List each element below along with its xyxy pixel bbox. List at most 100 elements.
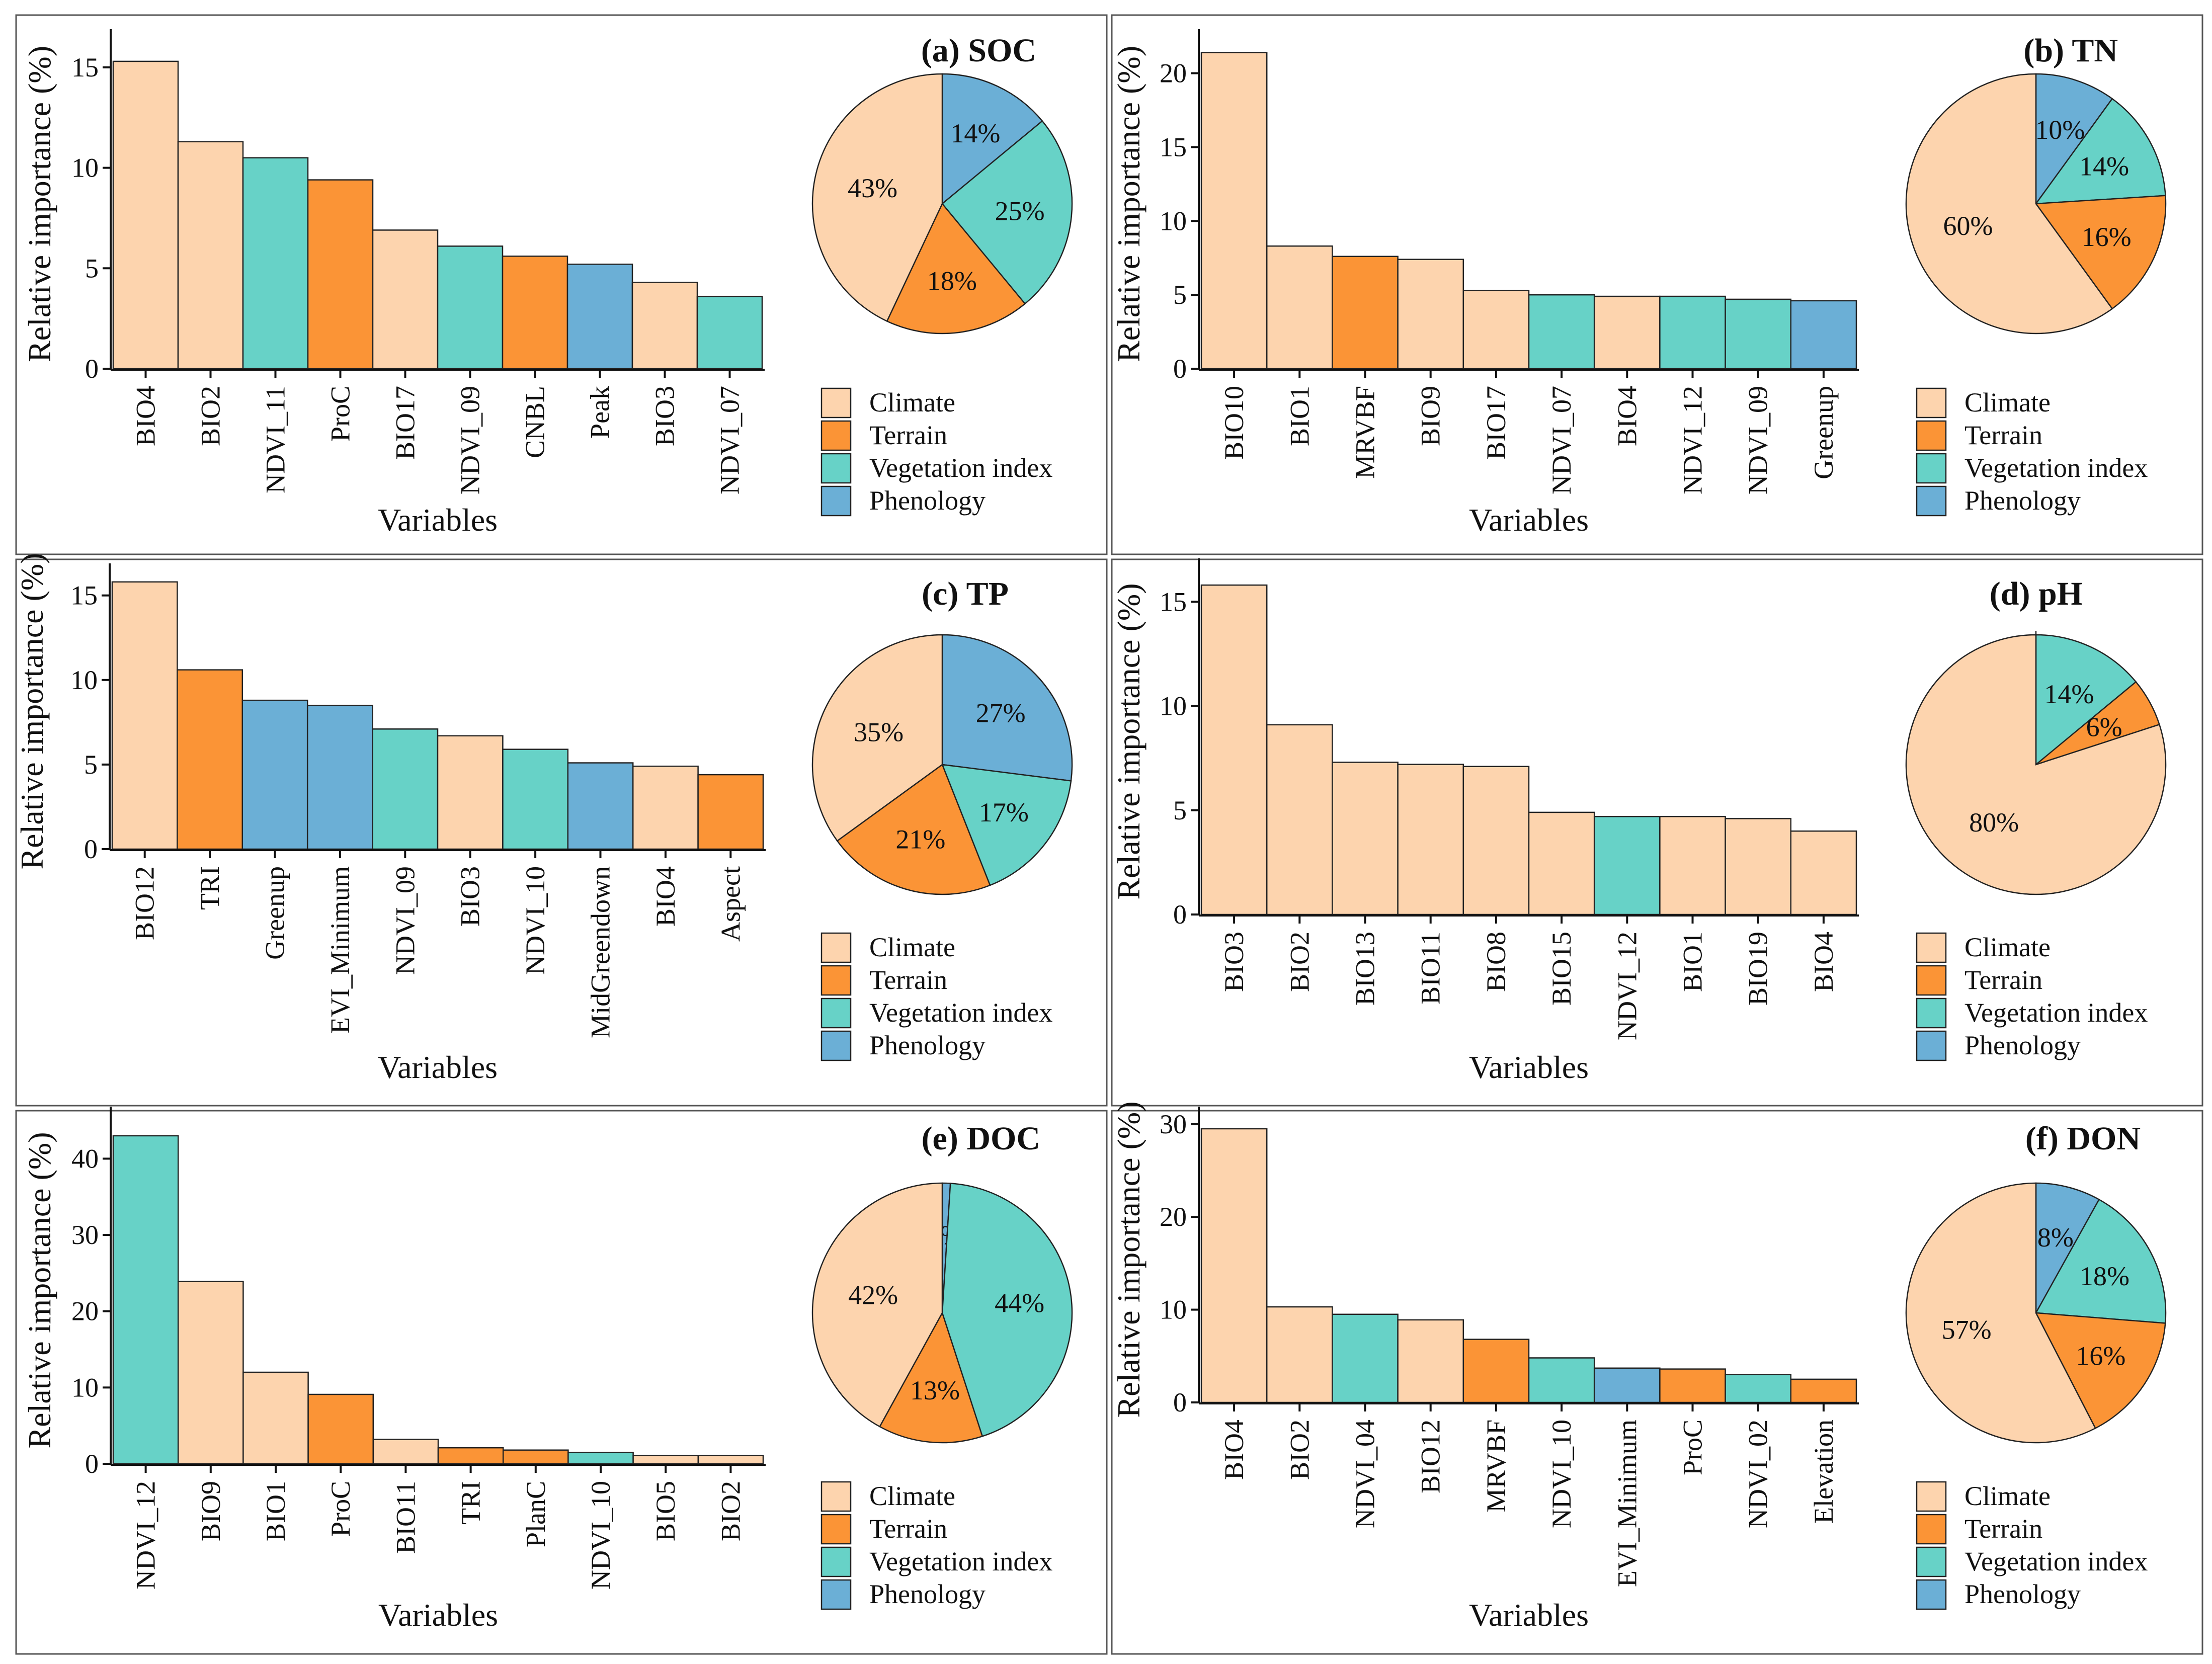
legend-label: Vegetation index (1964, 453, 2148, 483)
bar-ndvi-10 (567, 1452, 634, 1465)
panel-title: (c) TP (922, 575, 1009, 612)
legend-label: Climate (1964, 1481, 2051, 1511)
x-axis-title: Variables (1469, 502, 1589, 538)
pie-value-label: 21% (895, 824, 945, 855)
legend-label: Climate (869, 932, 955, 962)
x-tick-label: BIO12 (130, 866, 160, 940)
x-tick-label: BIO4 (1612, 386, 1642, 446)
pie-value-label: 16% (2082, 222, 2132, 252)
bar-bio10 (1200, 52, 1268, 370)
pie-value-label: 80% (1969, 807, 2019, 838)
pie-slice-phenology (941, 634, 1073, 782)
legend-label: Terrain (869, 1514, 947, 1544)
bar-bio12 (111, 581, 178, 850)
y-tick-label: 40 (71, 1143, 99, 1174)
bar-bio11 (372, 1439, 439, 1465)
y-tick-label: 0 (1173, 354, 1187, 384)
x-axis-title: Variables (378, 1049, 498, 1085)
x-axis-title: Variables (1469, 1597, 1589, 1633)
x-tick-label: BIO9 (1416, 386, 1446, 446)
legend-label: Phenology (869, 1579, 986, 1609)
pie-value-label: 27% (976, 698, 1026, 728)
bar-mrvbf (1462, 1339, 1530, 1403)
bar-ndvi-02 (1725, 1374, 1792, 1403)
x-tick-label: Elevation (1809, 1420, 1839, 1524)
panel-title: (e) DOC (922, 1120, 1040, 1157)
legend-label: Terrain (1964, 1514, 2042, 1544)
legend-key-vegetation-index (821, 1546, 852, 1577)
legend-label: Vegetation index (1964, 1546, 2148, 1576)
pie-slice-phenology (2035, 73, 2113, 206)
bar-bio1 (1659, 815, 1726, 916)
pie-value-label: 44% (995, 1288, 1044, 1318)
x-axis-title: Variables (1469, 1049, 1589, 1085)
legend-label: Climate (1964, 932, 2051, 962)
bar-bio8 (1462, 766, 1530, 916)
bar-ndvi-04 (1332, 1313, 1399, 1403)
bar-bio3 (1200, 584, 1268, 916)
x-tick-label: Greenup (1809, 386, 1839, 479)
pie-slice-climate (1905, 1182, 2096, 1444)
bar-bio2 (177, 141, 244, 370)
x-tick-label: BIO3 (455, 866, 485, 927)
pie-value-label: 18% (927, 266, 977, 296)
x-tick-label: TRI (195, 866, 225, 910)
pie-value-label: 6% (2086, 712, 2122, 742)
y-tick-label: 10 (71, 153, 99, 183)
y-tick-label: 30 (71, 1220, 99, 1250)
x-tick-label: NDVI_09 (455, 386, 485, 494)
x-tick-label: ProC (325, 1481, 356, 1537)
panel-title: (a) SOC (921, 32, 1036, 69)
x-tick-label: BIO13 (1350, 932, 1380, 1006)
bar-bio9 (177, 1281, 244, 1465)
pie-value-label: 18% (2080, 1261, 2129, 1291)
x-tick-label: NDVI_10 (520, 866, 550, 975)
legend-key-terrain (1916, 420, 1947, 451)
legend-key-climate (1916, 1481, 1947, 1512)
bar-proc (1659, 1368, 1726, 1403)
x-axis-title: Variables (378, 1597, 498, 1633)
panel-frame (15, 558, 1108, 1107)
pie-value-label: 10% (2035, 115, 2085, 145)
pie-slice-vegetation-index (941, 120, 1073, 305)
y-axis-title: Relative importance (%) (14, 553, 50, 869)
bar-tri (437, 1447, 504, 1465)
legend-key-vegetation-index (1916, 997, 1947, 1029)
legend-label: Vegetation index (869, 997, 1052, 1028)
y-tick-label: 10 (1160, 691, 1187, 721)
x-tick-label: BIO19 (1743, 932, 1773, 1006)
bar-bio9 (1397, 259, 1464, 370)
pie-value-label: 14% (2044, 679, 2094, 709)
legend-key-vegetation-index (1916, 453, 1947, 484)
pie-slice-terrain (886, 202, 1026, 335)
x-tick-label: NDVI_07 (715, 386, 745, 494)
legend-key-climate (821, 387, 852, 419)
x-tick-label: MidGreendown (586, 866, 616, 1038)
x-tick-label: BIO11 (390, 1481, 421, 1554)
bar-bio1 (1266, 245, 1333, 370)
y-tick-label: 5 (84, 750, 98, 780)
legend-label: Terrain (869, 965, 947, 995)
bar-ndvi-09 (437, 245, 504, 370)
x-tick-label: BIO17 (390, 386, 421, 460)
legend-label: Phenology (1964, 1030, 2081, 1060)
bar-bio13 (1332, 762, 1399, 916)
x-tick-label: EVI_Minimum (1612, 1420, 1642, 1587)
x-tick-label: Peak (585, 386, 615, 439)
y-tick-label: 15 (70, 580, 98, 611)
bar-greenup (1790, 300, 1857, 370)
y-tick-label: 15 (71, 52, 99, 82)
x-tick-label: NDVI_10 (1546, 1420, 1577, 1528)
x-tick-label: NDVI_11 (261, 386, 291, 493)
y-tick-label: 5 (1173, 795, 1187, 825)
x-tick-label: PlanC (521, 1481, 551, 1547)
y-axis-title: Relative importance (%) (1111, 1101, 1146, 1418)
y-axis-title: Relative importance (%) (1111, 583, 1146, 899)
x-tick-label: BIO9 (196, 1481, 226, 1541)
legend-label: Climate (869, 1481, 955, 1511)
x-tick-label: TRI (456, 1481, 486, 1525)
bar-ndvi-09 (372, 728, 439, 850)
x-tick-label: NDVI_07 (1546, 386, 1577, 494)
y-tick-label: 10 (1160, 206, 1187, 236)
pie-value-label: 14% (2079, 151, 2129, 181)
